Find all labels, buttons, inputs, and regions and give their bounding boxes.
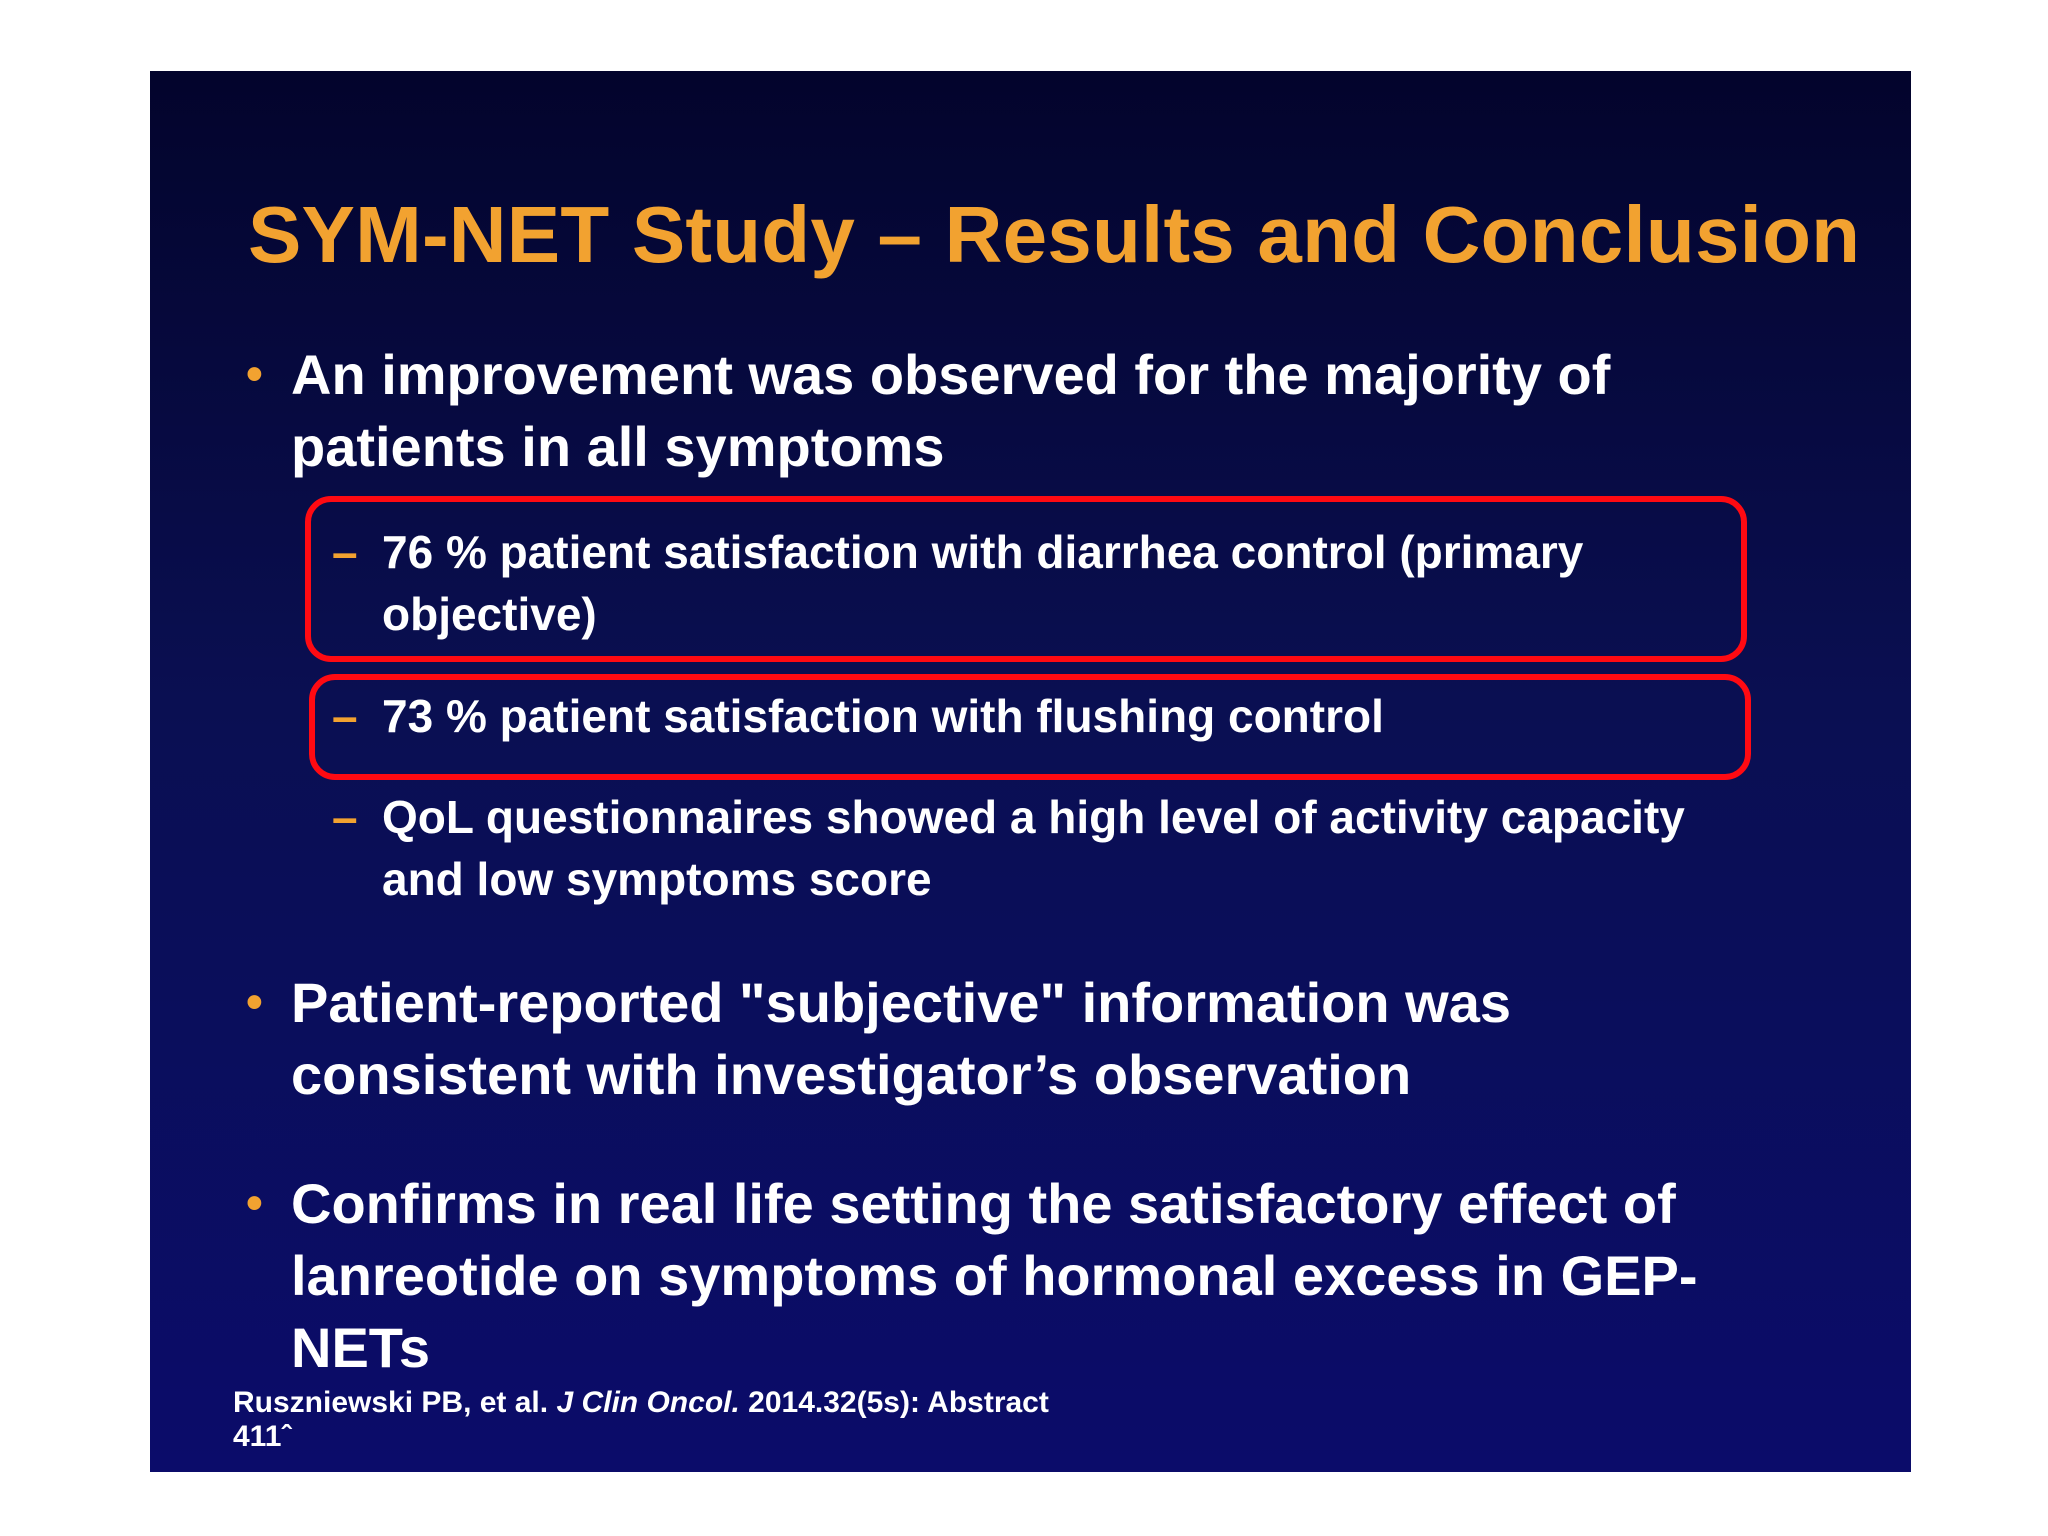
sub-bullet-text: 76 % patient satisfaction with diarrhea …: [382, 526, 1584, 640]
sub-bullet-text: QoL questionnaires showed a high level o…: [382, 791, 1685, 905]
sub-bullet-qol: – QoL questionnaires showed a high level…: [332, 786, 1722, 910]
citation-journal: J Clin Oncol.: [556, 1386, 740, 1419]
bullet-patient-reported: • Patient-reported "subjective" informat…: [246, 967, 1711, 1111]
highlight-box-flushing: [309, 674, 1751, 780]
highlight-box-diarrhea: [305, 496, 1747, 662]
bullet-dot: •: [246, 1177, 263, 1230]
citation: Ruszniewski PB, et al. J Clin Oncol. 201…: [233, 1386, 1049, 1454]
bullet-dot: •: [246, 976, 263, 1029]
sub-bullet-dash: –: [332, 690, 358, 742]
sub-bullet-diarrhea: – 76 % patient satisfaction with diarrhe…: [332, 521, 1742, 645]
sub-bullet-dash: –: [332, 526, 358, 578]
sub-bullet-text: 73 % patient satisfaction with flushing …: [382, 690, 1384, 742]
bullet-confirms: • Confirms in real life setting the sati…: [246, 1168, 1741, 1384]
sub-bullet-dash: –: [332, 791, 358, 843]
sub-bullet-flushing: – 73 % patient satisfaction with flushin…: [332, 685, 1742, 747]
bullet-dot: •: [246, 348, 263, 401]
citation-abstract-number: 411ˆ: [233, 1420, 292, 1453]
citation-line-1: Ruszniewski PB, et al. J Clin Oncol. 201…: [233, 1386, 1049, 1420]
slide: SYM-NET Study – Results and Conclusion •…: [150, 71, 1911, 1472]
bullet-text: An improvement was observed for the majo…: [291, 343, 1611, 478]
bullet-improvement: • An improvement was observed for the ma…: [246, 339, 1741, 483]
bullet-text: Confirms in real life setting the satisf…: [291, 1172, 1698, 1379]
bullet-text: Patient-reported "subjective" informatio…: [291, 971, 1511, 1106]
citation-details: 2014.32(5s): Abstract: [748, 1386, 1049, 1419]
citation-authors: Ruszniewski PB, et al.: [233, 1386, 549, 1419]
slide-title: SYM-NET Study – Results and Conclusion: [248, 190, 1861, 279]
